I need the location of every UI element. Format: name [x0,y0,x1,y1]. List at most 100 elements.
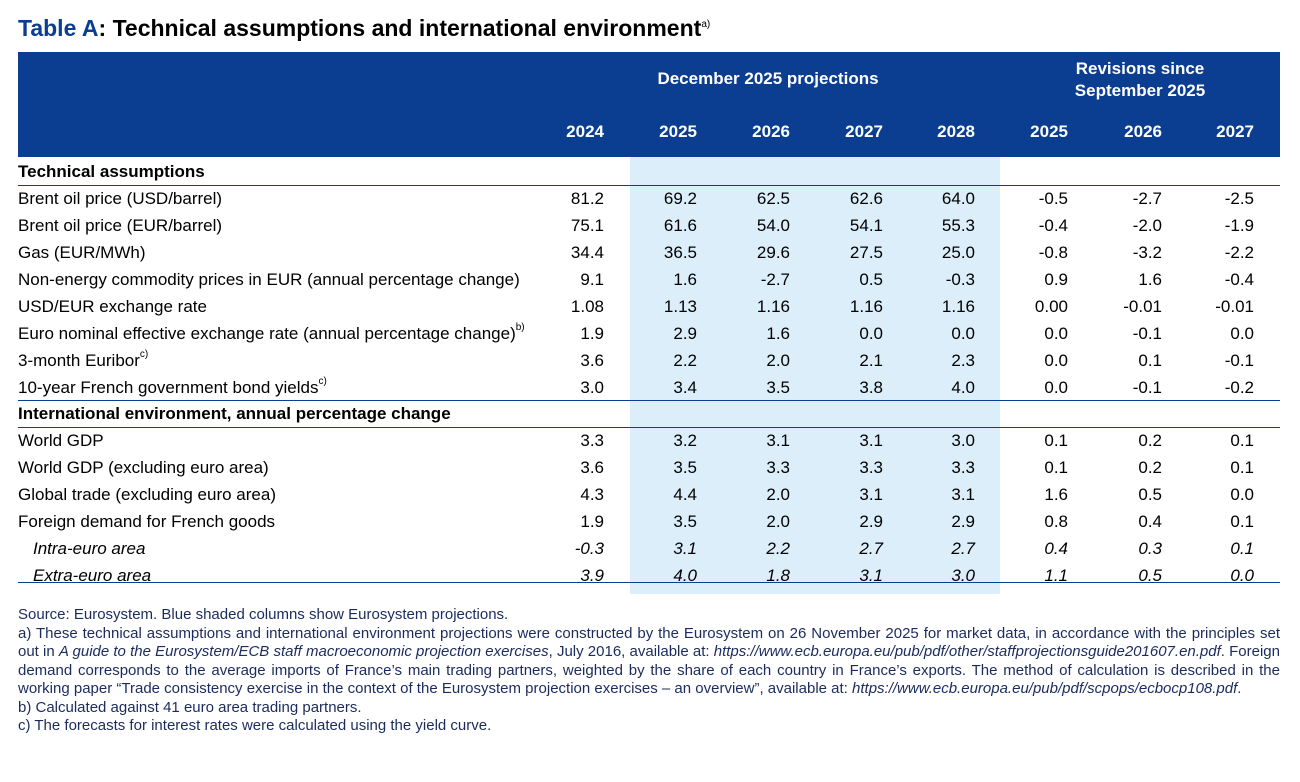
cell-value: 61.6 [663,216,697,235]
cell-value: 3.8 [859,378,883,397]
cell-value: -0.1 [1132,378,1162,397]
cell-value: 1.13 [663,297,697,316]
cell-value: 2.2 [766,539,790,558]
cell-value: 0.0 [1230,566,1254,585]
cell-value: 3.0 [951,431,975,450]
cell-value: -0.3 [945,270,975,289]
cell-value: 0.0 [1044,378,1068,397]
header-band [18,52,1280,157]
column-header: 2027 [845,122,883,141]
title-note: a) [701,19,711,30]
footnote-text: A guide to the Eurosystem/ECB staff macr… [58,643,549,660]
section-title: International environment, annual percen… [18,404,451,423]
cell-value: 62.6 [849,189,883,208]
cell-value: -2.5 [1224,189,1254,208]
cell-value: 69.2 [663,189,697,208]
cell-value: 0.1 [1230,539,1254,558]
row-label: Brent oil price (EUR/barrel) [18,216,222,236]
footnote-text: c) The forecasts for interest rates were… [18,717,492,734]
cell-value: 55.3 [941,216,975,235]
cell-value: 3.2 [673,431,697,450]
cell-value: 3.9 [580,566,604,585]
row-label: 10-year French government bond yieldsc) [18,377,327,398]
cell-value: 4.3 [580,485,604,504]
cell-value: 3.6 [580,458,604,477]
cell-value: 1.6 [766,324,790,343]
cell-value: 0.9 [1044,270,1068,289]
cell-value: 0.3 [1138,539,1162,558]
cell-value: 3.3 [580,431,604,450]
rule [18,582,1280,583]
cell-value: 2.3 [951,351,975,370]
row-label: World GDP [18,431,104,451]
table-title: Table A: Technical assumptions and inter… [18,14,710,42]
footnote-text: https://www.ecb.europa.eu/pub/pdf/other/… [713,643,1221,660]
cell-value: 1.9 [580,512,604,531]
row-label: USD/EUR exchange rate [18,297,207,317]
cell-value: -0.2 [1224,378,1254,397]
row-label: Intra-euro area [33,539,145,559]
cell-value: 29.6 [756,243,790,262]
section-title: Technical assumptions [18,162,205,181]
cell-value: 3.3 [951,458,975,477]
cell-value: -2.7 [1132,189,1162,208]
cell-value: 0.1 [1044,458,1068,477]
cell-value: 36.5 [663,243,697,262]
group-header: December 2025 projections [657,69,879,88]
cell-value: 0.2 [1138,431,1162,450]
cell-value: 62.5 [756,189,790,208]
row-label-text: Brent oil price (USD/barrel) [18,189,223,208]
cell-value: 3.0 [580,378,604,397]
row-label: Global trade (excluding euro area) [18,485,276,505]
cell-value: -2.7 [760,270,790,289]
cell-value: -0.1 [1132,324,1162,343]
row-label-text: Euro nominal effective exchange rate (an… [18,324,516,343]
cell-value: 0.0 [951,324,975,343]
projection-shading [630,157,1000,594]
row-label-text: Non-energy commodity prices in EUR (annu… [18,270,520,289]
column-header: 2026 [752,122,790,141]
cell-value: 0.4 [1138,512,1162,531]
cell-value: 3.5 [766,378,790,397]
cell-value: 54.0 [756,216,790,235]
cell-value: 0.0 [1044,351,1068,370]
cell-value: -0.8 [1038,243,1068,262]
cell-value: 3.4 [673,378,697,397]
row-label: 3-month Euriborc) [18,350,148,371]
row-label: Euro nominal effective exchange rate (an… [18,322,525,344]
footnote-text: b) Calculated against 41 euro area tradi… [18,698,362,716]
row-label: World GDP (excluding euro area) [18,458,269,478]
cell-value: 0.1 [1044,431,1068,450]
column-header: 2028 [937,122,975,141]
cell-value: 0.1 [1230,458,1254,477]
column-header: 2027 [1216,122,1254,141]
cell-value: 0.2 [1138,458,1162,477]
cell-value: 0.0 [1230,485,1254,504]
row-label: Foreign demand for French goods [18,512,275,532]
cell-value: 4.0 [951,378,975,397]
title-label: Table A [18,15,99,41]
row-label-text: Global trade (excluding euro area) [18,485,276,504]
cell-value: 2.9 [673,324,697,343]
footnote-text: a) These technical assumptions and inter… [18,624,1280,661]
footnote-text: , July 2016, available at: [548,643,714,660]
cell-value: 0.5 [859,270,883,289]
cell-value: 2.2 [673,351,697,370]
cell-value: 3.5 [673,458,697,477]
row-label-text: Brent oil price (EUR/barrel) [18,216,223,235]
cell-value: 0.4 [1044,539,1068,558]
row-note: b) [515,322,525,333]
cell-value: 0.1 [1138,351,1162,370]
row-label: Extra-euro area [33,566,151,586]
row-label: Non-energy commodity prices in EUR (annu… [18,270,520,290]
cell-value: 3.3 [859,458,883,477]
cell-value: 2.0 [766,512,790,531]
cell-value: 9.1 [580,270,604,289]
footnote-text: Source: Eurosystem. Blue shaded columns … [18,606,509,623]
cell-value: 0.0 [859,324,883,343]
cell-value: 3.1 [673,539,697,558]
cell-value: 3.1 [951,485,975,504]
footnote: a) These technical assumptions and inter… [18,625,1280,699]
cell-value: 0.8 [1044,512,1068,531]
cell-value: 0.0 [1044,324,1068,343]
